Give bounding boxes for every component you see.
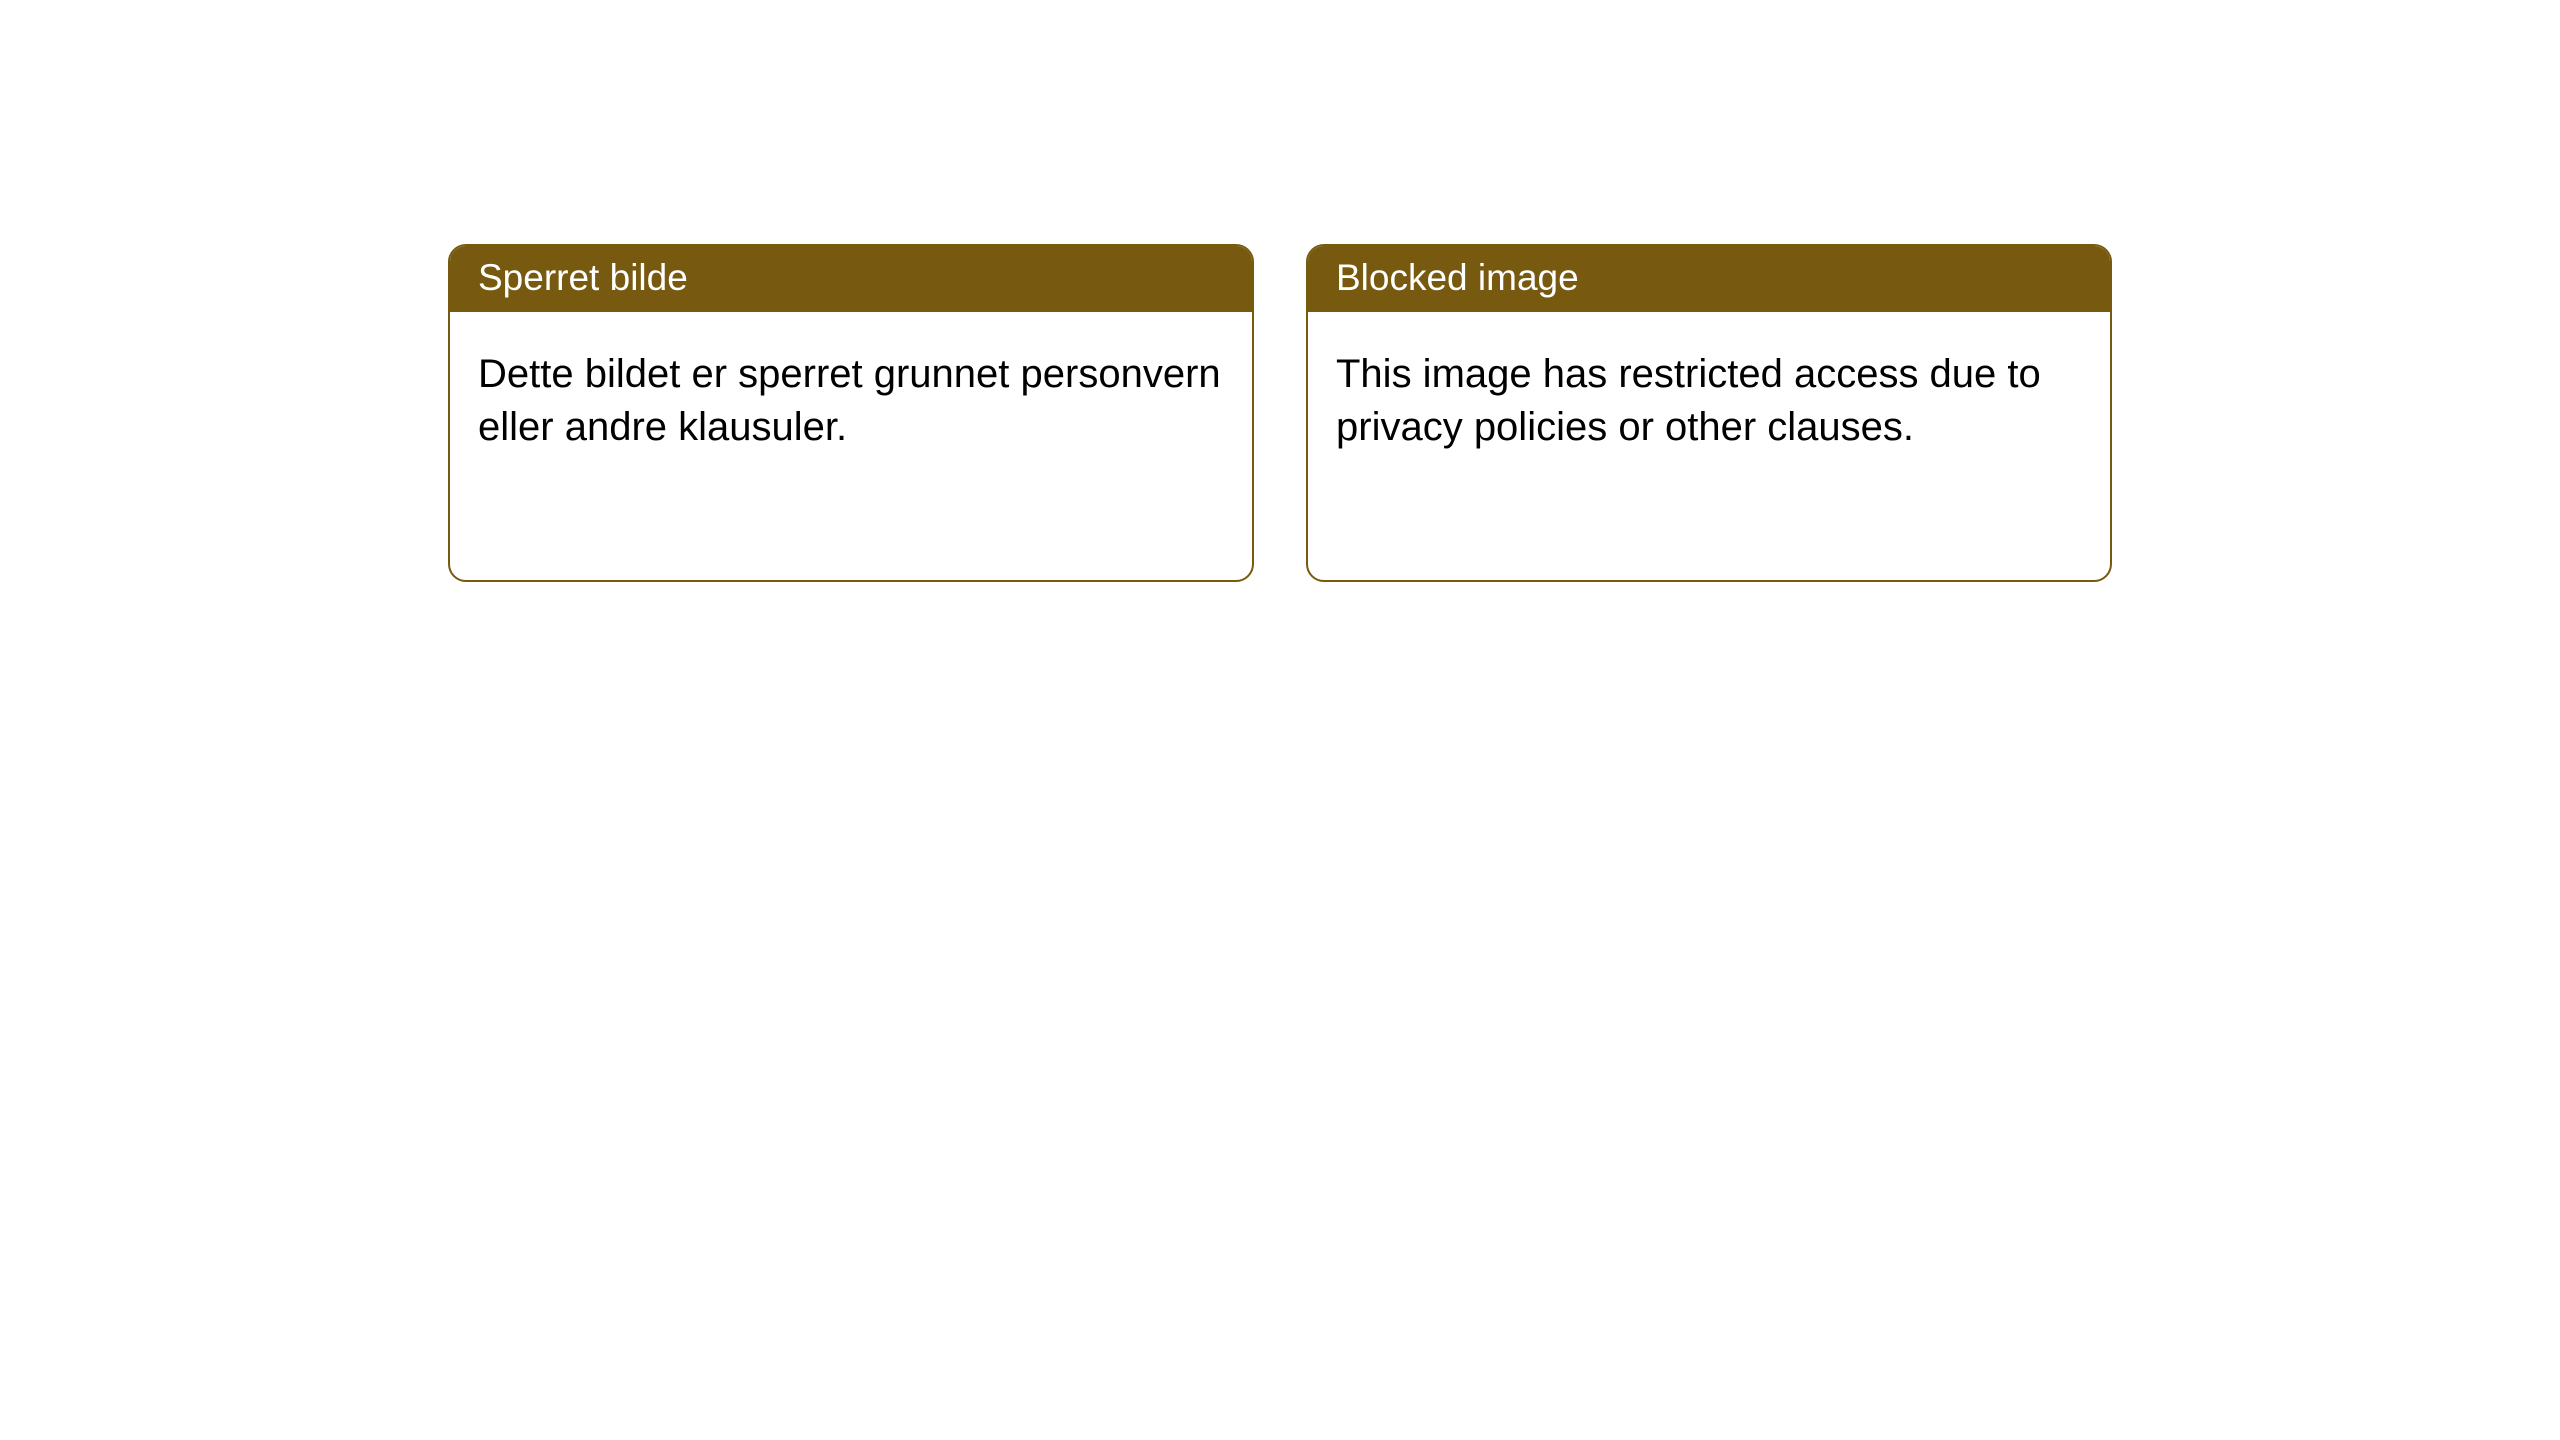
notice-body: This image has restricted access due to … [1308, 312, 2110, 490]
notice-body: Dette bildet er sperret grunnet personve… [450, 312, 1252, 490]
notice-card-norwegian: Sperret bilde Dette bildet er sperret gr… [448, 244, 1254, 582]
notice-header: Blocked image [1308, 246, 2110, 312]
notice-card-english: Blocked image This image has restricted … [1306, 244, 2112, 582]
notice-header: Sperret bilde [450, 246, 1252, 312]
